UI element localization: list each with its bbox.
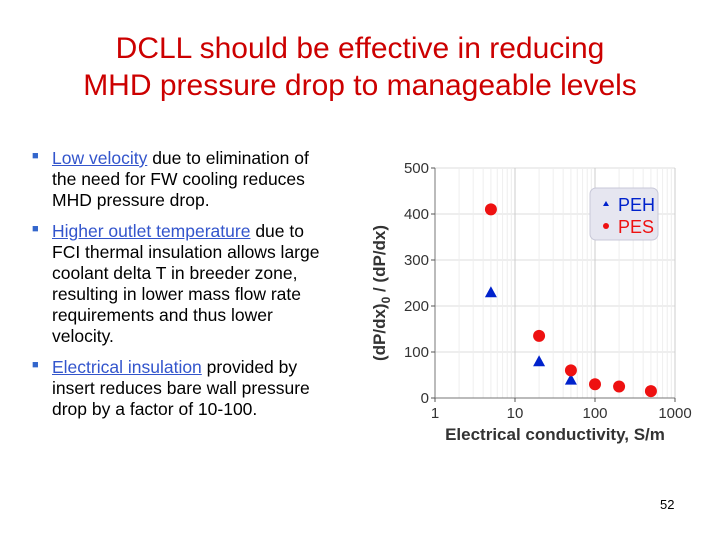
x-tick-label: 1000 [658, 405, 691, 422]
bullet-highlight: Electrical insulation [52, 357, 202, 377]
y-axis-label: (dP/dx)0 / (dP/dx) [370, 225, 393, 361]
title-line-2: MHD pressure drop to manageable levels [83, 69, 637, 102]
square-bullet-icon: ■ [32, 223, 39, 235]
legend-marker [603, 223, 609, 229]
square-bullet-icon: ■ [32, 359, 39, 371]
data-point-pes [613, 380, 626, 393]
legend-label: PES [618, 217, 654, 237]
bullet-highlight: Low velocity [52, 148, 148, 168]
x-tick-label: 100 [582, 405, 607, 422]
x-tick-label: 1 [431, 405, 439, 422]
x-axis-label: Electrical conductivity, S/m [445, 425, 665, 444]
square-bullet-icon: ■ [32, 150, 39, 162]
y-tick-label: 300 [404, 252, 429, 269]
y-tick-label: 200 [404, 298, 429, 315]
data-point-pes [589, 378, 601, 391]
bullet-item: ■ Low velocity due to elimination of the… [32, 148, 332, 211]
data-point-peh [533, 355, 546, 367]
bullet-list: ■ Low velocity due to elimination of the… [32, 148, 332, 430]
slide-title: DCLL should be effective in reducing MHD… [0, 30, 720, 104]
data-point-peh [484, 286, 497, 298]
y-tick-label: 400 [404, 206, 429, 223]
page-number: 52 [660, 497, 675, 512]
bullet-text: due to FCI thermal insulation allows lar… [52, 221, 320, 346]
data-point-pes [484, 203, 497, 216]
legend-marker [603, 201, 609, 206]
y-tick-label: 100 [404, 344, 429, 361]
bullet-item: ■ Higher outlet temperature due to FCI t… [32, 221, 332, 347]
pressure-drop-chart: 0 100 200 300 400 500 1 10 100 1000 Electrical con… [370, 160, 692, 444]
y-tick-label: 0 [421, 390, 429, 407]
x-tick-label: 10 [507, 405, 524, 422]
data-point-pes [644, 385, 657, 398]
legend-label: PEH [618, 195, 655, 215]
data-point-peh [564, 373, 577, 385]
chart-container: 0 100 200 300 400 500 1 10 100 1000 Electrical con… [355, 150, 700, 460]
y-tick-label: 500 [404, 160, 429, 177]
bullet-text: due to elimination of the need for FW co… [52, 148, 309, 210]
title-line-1: DCLL should be effective in reducing [115, 32, 605, 65]
bullet-text: provided by insert reduces bare wall pre… [52, 357, 310, 419]
data-point-pes [533, 329, 546, 342]
bullet-item: ■ Electrical insulation provided by inse… [32, 357, 332, 420]
data-point-pes [564, 364, 577, 377]
bullet-highlight: Higher outlet temperature [52, 221, 251, 241]
